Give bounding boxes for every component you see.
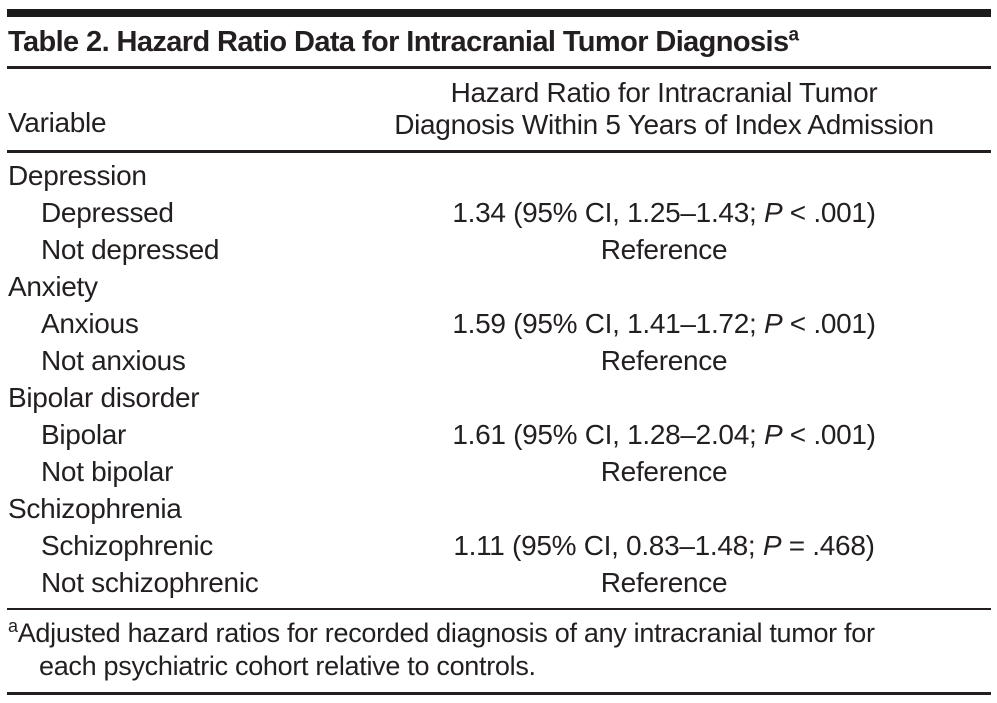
row-value: Reference <box>337 234 991 266</box>
table-row: Not depressed Reference <box>7 232 991 269</box>
p-value-symbol: P <box>763 197 783 228</box>
table-row: Depression <box>7 158 991 195</box>
table-header-row: Variable Hazard Ratio for Intracranial T… <box>7 69 991 150</box>
row-value: 1.61 (95% CI, 1.28–2.04; P < .001) <box>337 419 991 451</box>
table-row: Anxious 1.59 (95% CI, 1.41–1.72; P < .00… <box>7 306 991 343</box>
row-value: Reference <box>337 345 991 377</box>
row-label: Not depressed <box>41 234 220 265</box>
footnote-line2: each psychiatric cohort relative to cont… <box>39 651 536 681</box>
column-header-hazard-ratio-line2: Diagnosis Within 5 Years of Index Admiss… <box>394 109 934 140</box>
column-header-hazard-ratio: Hazard Ratio for Intracranial Tumor Diag… <box>337 77 991 141</box>
table-title-footnote-marker: a <box>788 24 800 46</box>
row-value: Reference <box>337 456 991 488</box>
table-row: Not bipolar Reference <box>7 454 991 491</box>
row-value: 1.59 (95% CI, 1.41–1.72; P < .001) <box>337 308 991 340</box>
title-rule <box>7 66 991 69</box>
row-label: Not schizophrenic <box>41 567 259 598</box>
table-title-text: Table 2. Hazard Ratio Data for Intracran… <box>8 26 789 58</box>
row-label: Bipolar disorder <box>8 382 200 413</box>
top-accent-bar <box>7 9 991 17</box>
value-text: Reference <box>600 234 728 265</box>
table-row: Schizophrenic 1.11 (95% CI, 0.83–1.48; P… <box>7 528 991 565</box>
table-footnote: aAdjusted hazard ratios for recorded dia… <box>7 610 991 692</box>
table-row: Not anxious Reference <box>7 343 991 380</box>
p-value-symbol: P <box>762 530 782 561</box>
value-text: Reference <box>600 345 728 376</box>
table-row: Anxiety <box>7 269 991 306</box>
table-title: Table 2. Hazard Ratio Data for Intracran… <box>7 17 991 66</box>
table-row: Bipolar disorder <box>7 380 991 417</box>
row-value: 1.11 (95% CI, 0.83–1.48; P = .468) <box>337 530 991 562</box>
bottom-rule <box>7 692 991 695</box>
table-body: Depression Depressed 1.34 (95% CI, 1.25–… <box>7 153 991 608</box>
footnote-marker: a <box>8 616 18 636</box>
row-label: Anxious <box>41 308 139 339</box>
footnote-text: Adjusted hazard ratios for recorded diag… <box>17 618 875 648</box>
row-label: Bipolar <box>41 419 127 450</box>
row-label: Depression <box>8 160 147 191</box>
column-header-hazard-ratio-line1: Hazard Ratio for Intracranial Tumor <box>450 77 878 108</box>
value-text: 1.11 (95% CI, 0.83–1.48; <box>453 530 763 561</box>
body-footnote-rule <box>7 607 991 610</box>
value-text: Reference <box>600 456 728 487</box>
row-value: Reference <box>337 567 991 599</box>
row-value: 1.34 (95% CI, 1.25–1.43; P < .001) <box>337 197 991 229</box>
value-text: < .001) <box>782 308 876 339</box>
row-label: Schizophrenic <box>41 530 213 561</box>
row-label: Anxiety <box>8 271 98 302</box>
value-text: 1.59 (95% CI, 1.41–1.72; <box>452 308 764 339</box>
value-text: Reference <box>600 567 728 598</box>
footnote-line1: aAdjusted hazard ratios for recorded dia… <box>8 617 991 650</box>
row-label: Not bipolar <box>41 456 174 487</box>
value-text: = .468) <box>781 530 875 561</box>
value-text: < .001) <box>782 197 876 228</box>
column-header-variable: Variable <box>8 107 107 138</box>
p-value-symbol: P <box>763 308 783 339</box>
value-text: 1.61 (95% CI, 1.28–2.04; <box>452 419 764 450</box>
row-label: Depressed <box>41 197 174 228</box>
header-rule <box>7 150 991 153</box>
table-row: Schizophrenia <box>7 491 991 528</box>
value-text: 1.34 (95% CI, 1.25–1.43; <box>452 197 764 228</box>
table-row: Not schizophrenic Reference <box>7 565 991 602</box>
row-label: Schizophrenia <box>8 493 182 524</box>
row-label: Not anxious <box>41 345 186 376</box>
p-value-symbol: P <box>763 419 783 450</box>
table-row: Bipolar 1.61 (95% CI, 1.28–2.04; P < .00… <box>7 417 991 454</box>
table-row: Depressed 1.34 (95% CI, 1.25–1.43; P < .… <box>7 195 991 232</box>
value-text: < .001) <box>782 419 876 450</box>
